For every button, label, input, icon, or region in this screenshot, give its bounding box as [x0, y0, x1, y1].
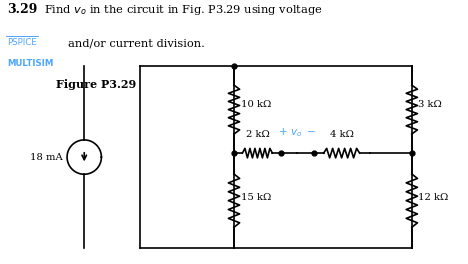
Text: $+\ v_o\ -$: $+\ v_o\ -$	[278, 126, 316, 139]
Text: 3.29: 3.29	[7, 3, 37, 16]
Text: 15 kΩ: 15 kΩ	[241, 194, 271, 202]
Text: 4 kΩ: 4 kΩ	[329, 130, 354, 139]
Text: and/or current division.: and/or current division.	[68, 38, 205, 48]
Text: PSPICE: PSPICE	[7, 38, 37, 47]
Text: Figure P3.29: Figure P3.29	[56, 79, 136, 90]
Text: Find $v_o$ in the circuit in Fig. P3.29 using voltage: Find $v_o$ in the circuit in Fig. P3.29 …	[44, 3, 323, 17]
Text: MULTISIM: MULTISIM	[7, 59, 53, 68]
Text: 18 mA: 18 mA	[29, 153, 62, 162]
Text: 10 kΩ: 10 kΩ	[241, 100, 271, 109]
Text: 3 kΩ: 3 kΩ	[418, 100, 442, 109]
Text: 12 kΩ: 12 kΩ	[418, 194, 449, 202]
Text: 2 kΩ: 2 kΩ	[246, 130, 269, 139]
